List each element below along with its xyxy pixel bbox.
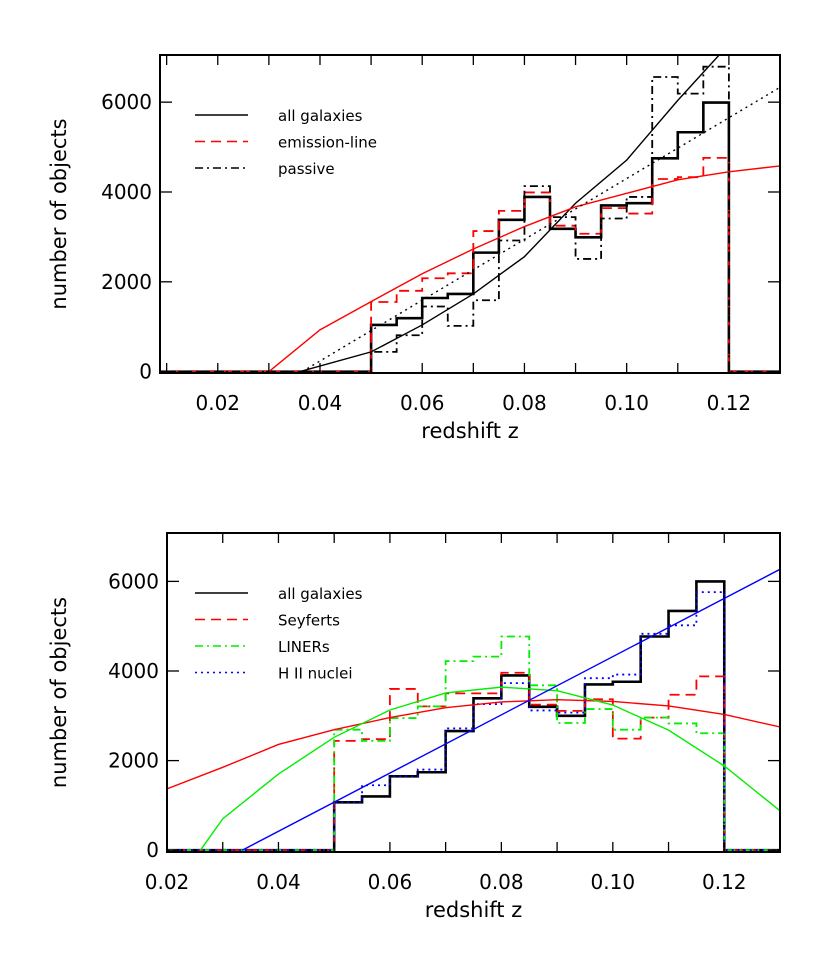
x-tick-label: 0.12 [702, 870, 747, 894]
x-tick-label: 0.12 [707, 391, 752, 415]
y-tick-label: 2000 [101, 270, 152, 294]
histogram-passive [160, 65, 780, 373]
histogram-all-galaxies [160, 101, 780, 373]
legend-label: all galaxies [278, 107, 363, 125]
fit-curve-3 [241, 568, 780, 851]
x-tick-label: 0.10 [591, 870, 636, 894]
panel-1: 0.02 0.04 0.06 0.08 0.10 0.12 0 2000 4000 6000 red… [47, 54, 781, 443]
x-axis-label: redshift z [421, 419, 518, 443]
y-tick-label: 0 [146, 838, 159, 862]
fit-curve-3 [301, 86, 780, 373]
legend-label: LINERs [278, 638, 330, 656]
y-tick-label: 6000 [101, 90, 152, 114]
legend-label: passive [278, 160, 335, 178]
fit-curve-2 [268, 165, 780, 373]
legend-label: emission-line [278, 134, 377, 152]
plot-frame [166, 532, 781, 853]
y-tick-label: 4000 [101, 180, 152, 204]
y-tick-label: 6000 [108, 569, 159, 593]
x-tick-label: 0.06 [368, 870, 413, 894]
legend-label: all galaxies [278, 585, 363, 603]
x-tick-label: 0.08 [479, 870, 524, 894]
fit-curve-2 [199, 686, 780, 851]
plot-area [160, 55, 780, 373]
y-tick-label: 4000 [108, 659, 159, 683]
plot-frame [159, 54, 781, 374]
x-tick-label: 0.08 [502, 391, 547, 415]
fit-curve-1 [299, 55, 721, 373]
x-axis-label: redshift z [425, 898, 522, 922]
x-tick-label: 0.04 [256, 870, 301, 894]
fit-curve-1 [167, 698, 780, 790]
x-tick-label: 0.04 [298, 391, 343, 415]
legend-label: Seyferts [278, 612, 340, 630]
x-tick-label: 0.02 [195, 391, 240, 415]
x-tick-label: 0.06 [400, 391, 445, 415]
y-tick-label: 2000 [108, 749, 159, 773]
histogram-all-galaxies [167, 580, 780, 852]
y-axis-label: number of objects [47, 118, 71, 309]
x-tick-label: 0.02 [145, 870, 190, 894]
histogram-h-ii-nuclei [167, 591, 780, 852]
legend-label: H II nuclei [278, 665, 353, 683]
panel-2: 0.02 0.04 0.06 0.08 0.10 0.12 0 2000 4000 6000 red… [47, 532, 781, 922]
y-axis-label: number of objects [47, 597, 71, 788]
histogram-emission-line [160, 156, 780, 373]
y-tick-label: 0 [139, 360, 152, 384]
x-tick-label: 0.10 [604, 391, 649, 415]
plot-area [167, 568, 780, 852]
